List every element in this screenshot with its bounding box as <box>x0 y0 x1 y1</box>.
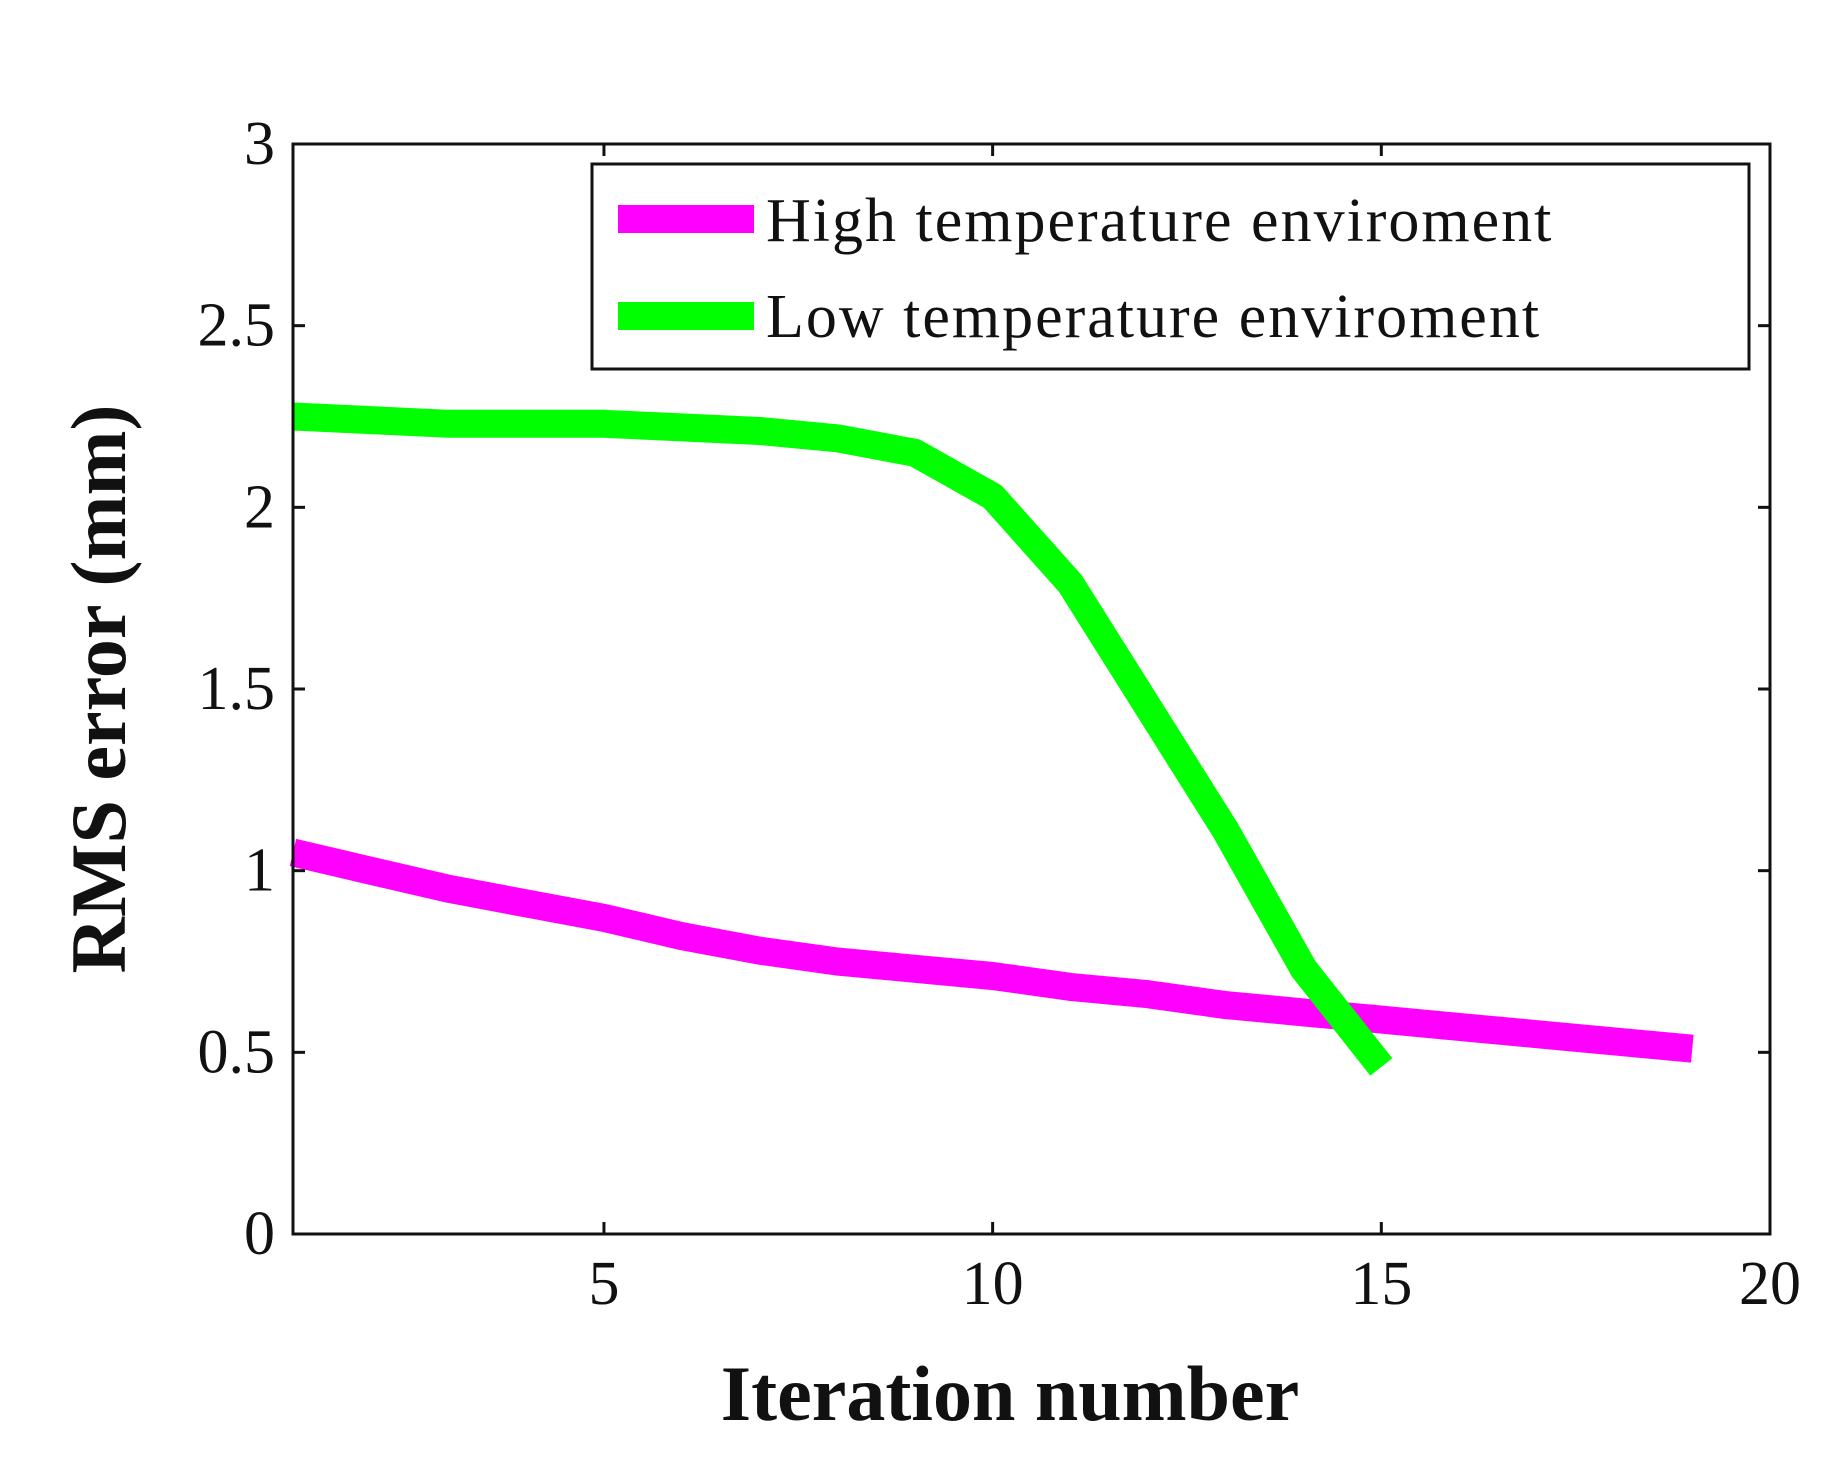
y-tick-label: 2.5 <box>198 292 276 360</box>
series-layer <box>289 402 1694 1076</box>
y-tick-label: 1.5 <box>198 655 276 723</box>
series-line-low-temperature <box>292 402 1393 1076</box>
x-axis-title: Iteration number <box>721 1350 1299 1437</box>
y-tick-label: 2 <box>244 473 275 541</box>
x-tick-label: 5 <box>588 1250 619 1318</box>
y-tick-label: 3 <box>244 110 275 178</box>
y-tick-label: 1 <box>244 837 275 905</box>
y-tick-label: 0 <box>244 1200 275 1268</box>
x-tick-label: 20 <box>1739 1250 1801 1318</box>
legend-label-high-temperature: High temperature enviroment <box>766 187 1553 255</box>
y-tick-label: 0.5 <box>198 1018 276 1086</box>
tick-labels: 5 10 15 20 0 0.5 1 1.5 2 2.5 3 <box>198 110 1802 1318</box>
x-tick-label: 10 <box>962 1250 1024 1318</box>
y-axis-title: RMS error (mm) <box>55 405 142 974</box>
legend: High temperature enviroment Low temperat… <box>590 162 1751 371</box>
legend-box <box>590 162 1751 371</box>
series-line-high-temperature <box>289 838 1694 1063</box>
x-tick-label: 15 <box>1350 1250 1412 1318</box>
tick-marks <box>293 142 1772 1236</box>
legend-label-low-temperature: Low temperature enviroment <box>766 283 1541 351</box>
